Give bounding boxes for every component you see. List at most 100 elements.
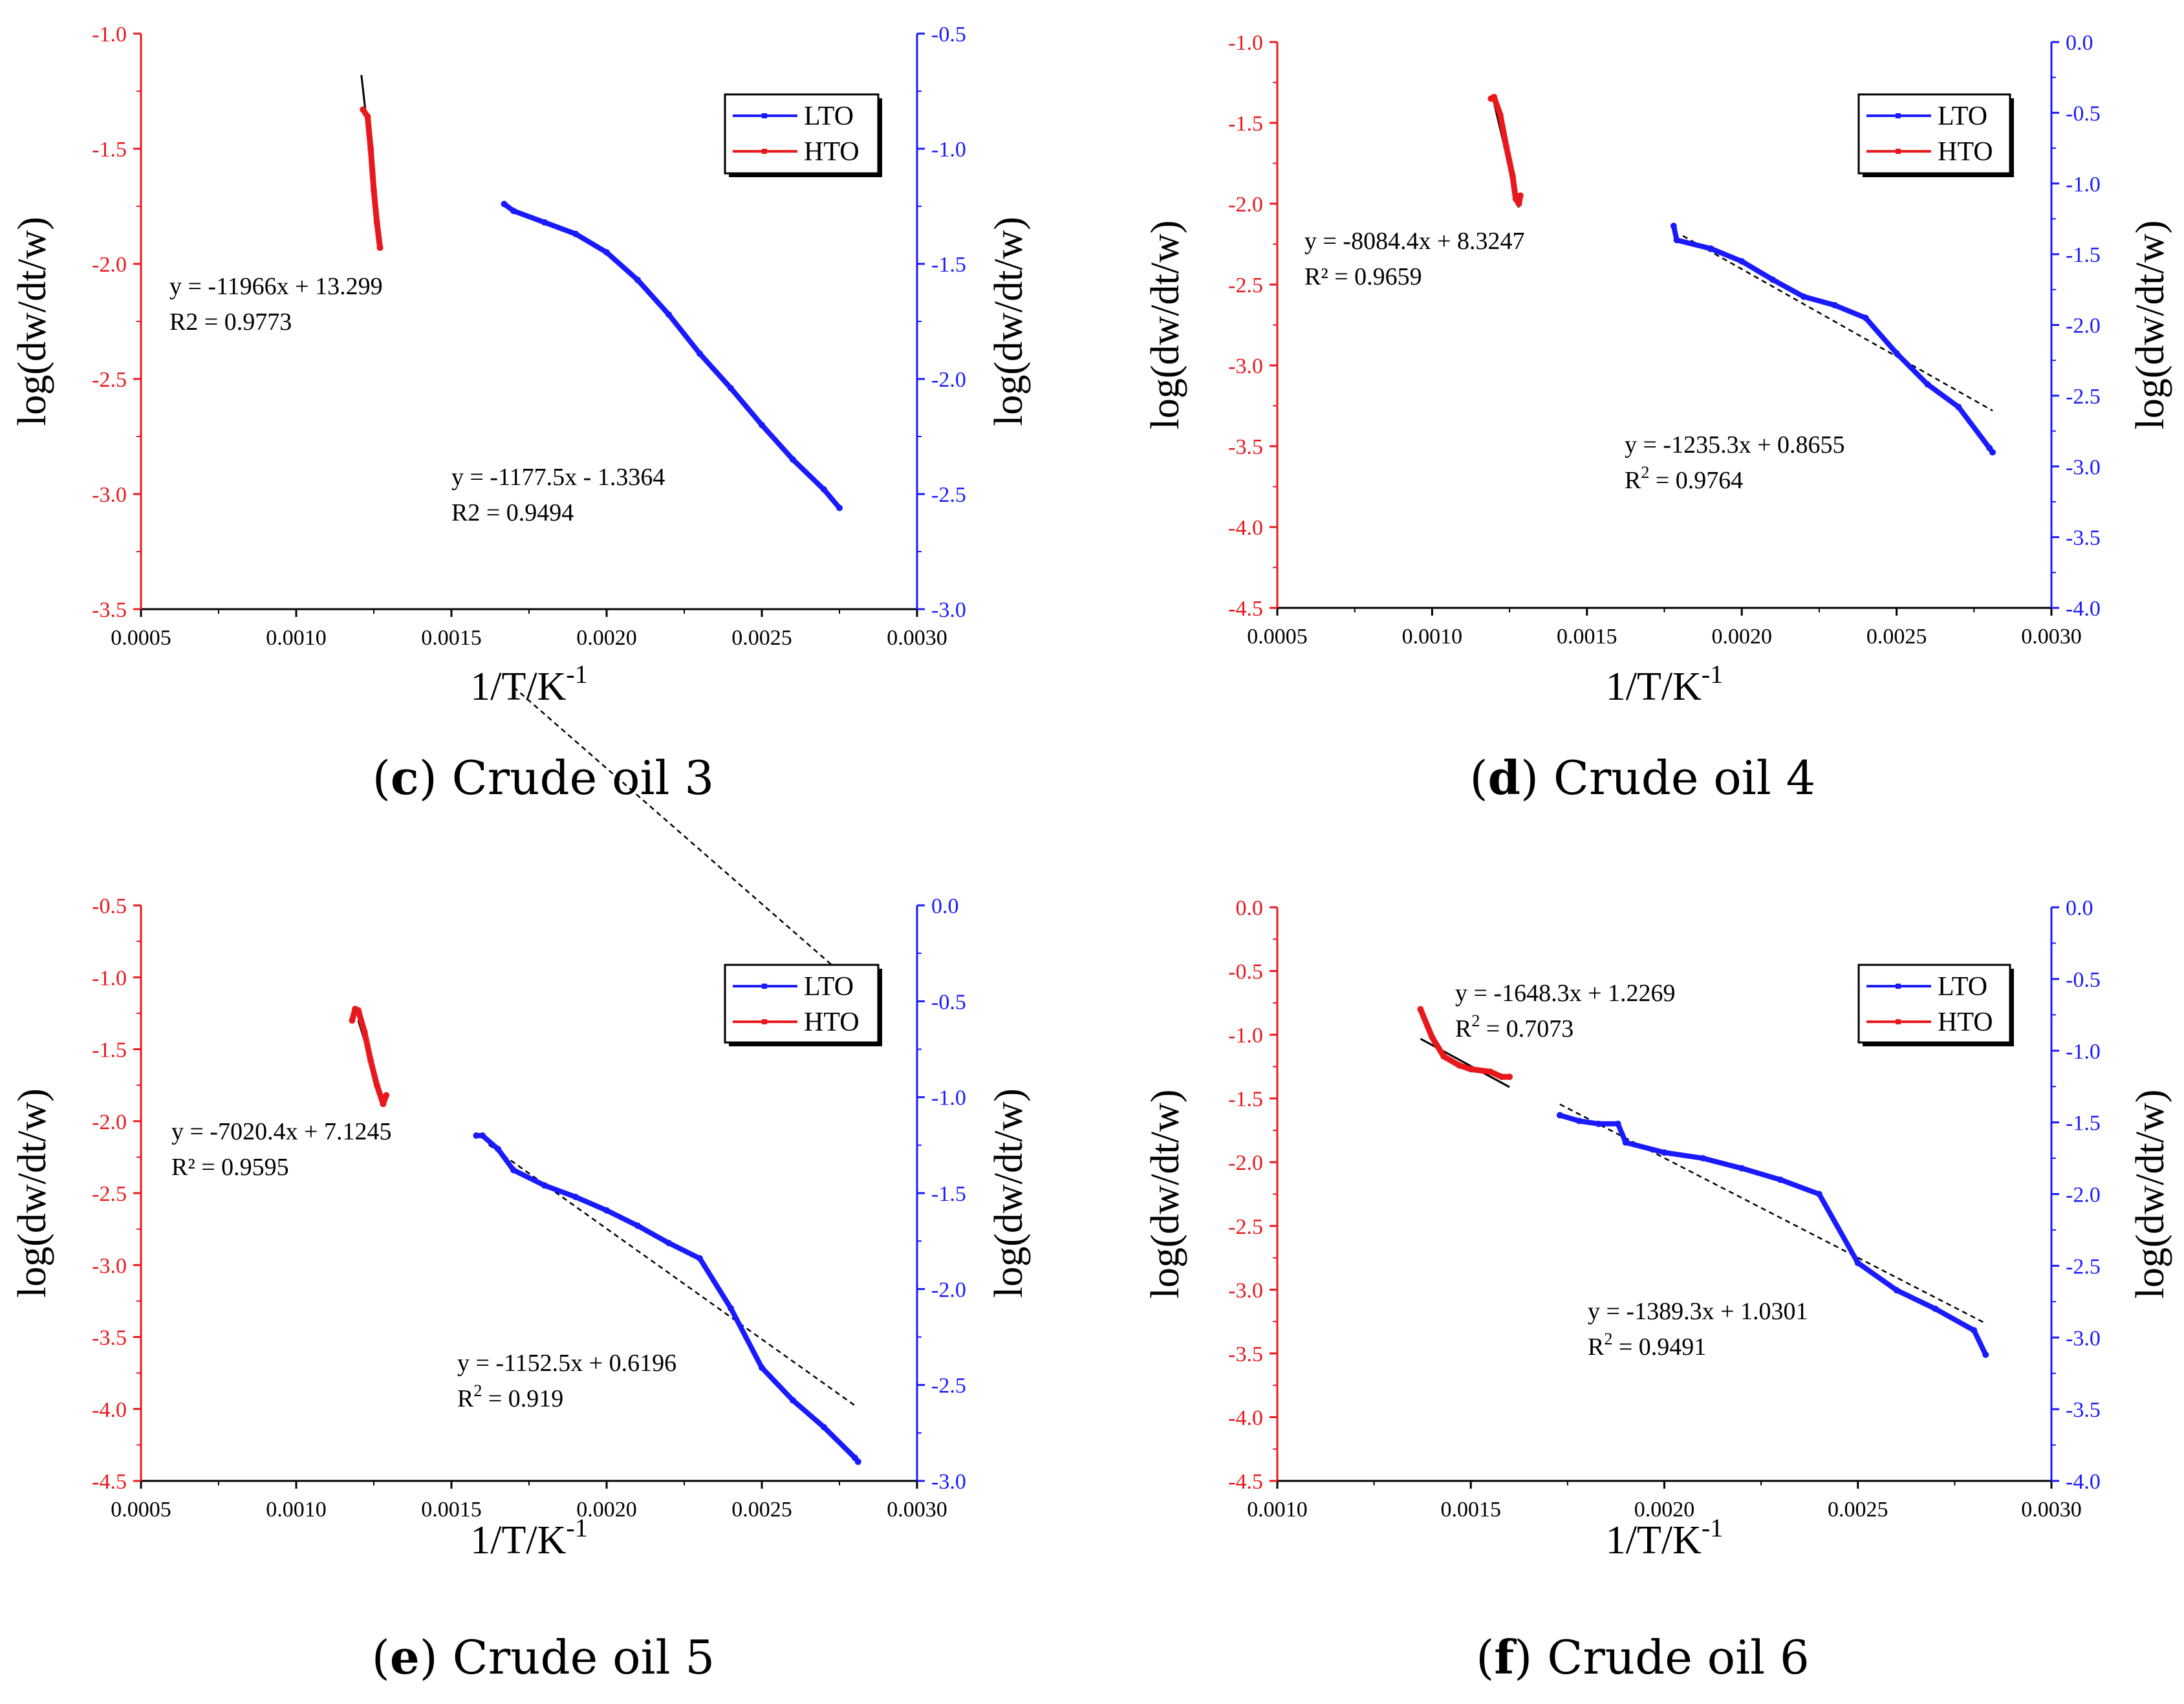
data-point-lto (1670, 222, 1677, 230)
data-point-lto (728, 385, 734, 392)
data-point-lto (1982, 1351, 1989, 1358)
series-lto (1670, 223, 1995, 455)
y-right-tick-label: -1.5 (931, 253, 966, 277)
y-right-tick-label: -2.5 (931, 1374, 966, 1398)
fit-line (513, 686, 853, 984)
data-point-hto (1509, 173, 1516, 180)
x-tick-label: 0.0030 (887, 626, 947, 650)
data-point-hto (1512, 195, 1519, 202)
fit-r2-value: = 0.9491 (1612, 1333, 1706, 1361)
y-left-tick-label: -0.5 (1228, 960, 1263, 984)
data-point-lto (1893, 1287, 1900, 1294)
data-point-hto (1503, 144, 1510, 151)
data-point-hto (364, 113, 371, 120)
data-point-lto (1614, 1120, 1621, 1127)
fit-r2-sup: 2 (473, 1381, 482, 1400)
data-point-lto (510, 1167, 517, 1174)
y-left-tick-label: -2.0 (92, 253, 127, 277)
x-tick-label: 0.0015 (421, 626, 482, 650)
x-tick-label: 0.0020 (576, 1498, 637, 1522)
fit-equation: y = -1152.5x + 0.6196 (457, 1350, 676, 1377)
fit-equation: y = -1235.3x + 0.8655 (1625, 431, 1845, 458)
y-right-tick-label: -2.0 (2066, 314, 2101, 338)
legend: LTO HTO (1857, 964, 2014, 1046)
data-point-hto (1417, 1006, 1424, 1013)
caption-c: (c) Crude oil 3 (372, 750, 715, 805)
y-left-tick-label: -4.5 (92, 1470, 127, 1494)
y-left-tick-label: -3.5 (1228, 435, 1263, 459)
y-right-tick-label: -4.0 (2066, 1470, 2101, 1494)
y-left-tick-label: -1.5 (92, 1039, 127, 1062)
data-point-hto (1467, 1066, 1475, 1073)
data-point-hto (383, 1092, 390, 1099)
fit-equation: y = -1648.3x + 1.2269 (1455, 980, 1676, 1007)
y-left-tick-label: -3.5 (92, 598, 127, 622)
fit-r2-label: R2 (169, 308, 198, 336)
y-axis-label-right: log(dw/dt/w) (987, 1088, 1031, 1298)
y-right-tick-label: -1.0 (931, 138, 966, 162)
y-left-tick-label: -4.0 (92, 1398, 127, 1422)
fit-r2-value: = 0.9494 (480, 499, 574, 526)
data-point-lto (603, 249, 610, 256)
x-axis-label: 1/T/K-1 (1606, 660, 1723, 709)
data-point-lto (1777, 1176, 1784, 1183)
y-left-tick-label: -2.5 (1228, 274, 1263, 297)
x-tick-label: 0.0015 (1557, 625, 1617, 649)
legend-marker-hto (762, 1019, 767, 1024)
fit-r2-sup: 2 (1604, 1330, 1612, 1348)
legend-box (724, 93, 880, 175)
y-axis-label-left: log(dw/dt/w) (10, 1088, 54, 1298)
y-left-tick-label: -1.5 (1228, 1088, 1263, 1112)
y-axis-label-right: log(dw/dt/w) (987, 217, 1031, 426)
y-right-tick-label: -4.0 (2066, 597, 2101, 621)
data-point-hto (360, 106, 367, 113)
data-point-lto (510, 208, 517, 215)
y-right-tick-label: -1.5 (2066, 1112, 2101, 1136)
fit-r2-sup: 2 (1641, 463, 1649, 482)
fit-r2-label: R (457, 1385, 474, 1412)
fit-r2-label: R² (1304, 263, 1328, 290)
data-point-lto (821, 1423, 827, 1430)
data-point-lto (1800, 293, 1807, 300)
x-tick-label: 0.0030 (2021, 625, 2082, 649)
y-left-tick-label: -0.5 (92, 894, 127, 918)
fit-r2: R2 = 0.9491 (1588, 1330, 1706, 1361)
data-point-lto (790, 1397, 796, 1404)
y-left-tick-label: -2.0 (1228, 1151, 1263, 1175)
x-tick-label: 0.0005 (111, 1498, 171, 1522)
y-right-tick-label: -3.5 (2066, 526, 2101, 550)
y-right-tick-label: -2.5 (931, 483, 966, 507)
y-right-tick-label: -1.0 (2066, 173, 2101, 197)
panel-c: 0.0005 0.0010 0.0015 0.0020 0.0025 0.0030 -3.5… (10, 23, 1031, 984)
y-right-tick-label: -3.0 (931, 598, 966, 622)
data-point-hto (1497, 111, 1504, 118)
fit-equation: y = -11966x + 13.299 (169, 273, 383, 300)
data-point-lto (572, 1193, 579, 1200)
y-left-tick-label: -1.5 (92, 138, 127, 162)
data-point-lto (1738, 258, 1746, 265)
x-axis-label-sup: -1 (1702, 660, 1723, 689)
data-point-lto (473, 1132, 480, 1139)
y-right-tick-label: -3.0 (931, 1470, 966, 1494)
y-left-tick-label: -2.5 (92, 1182, 127, 1206)
y-right-tick-label: 0.0 (2066, 896, 2093, 920)
fit-equation: y = -7020.4x + 7.1245 (171, 1118, 392, 1145)
data-point-hto (1491, 94, 1498, 100)
y-left-tick-label: -3.0 (1228, 354, 1263, 378)
data-point-lto (1769, 276, 1777, 283)
y-right-tick-label: -0.5 (931, 990, 966, 1014)
x-axis-label-sup: -1 (566, 1513, 587, 1542)
y-left-tick-label: -1.0 (1228, 1024, 1263, 1048)
x-axis-label: 1/T/K-1 (470, 1513, 587, 1562)
data-point-lto (759, 422, 765, 429)
y-left-tick-label: 0.0 (1236, 896, 1264, 920)
x-tick-label: 0.0015 (1441, 1498, 1502, 1522)
data-point-lto (541, 219, 548, 226)
data-point-hto (371, 187, 377, 194)
data-point-lto (1673, 237, 1680, 244)
series-lto (473, 1133, 861, 1465)
y-right-tick-label: -2.0 (931, 368, 966, 392)
legend-label-lto: LTO (804, 972, 854, 1002)
data-point-lto (1989, 449, 1996, 456)
legend-label-lto: LTO (804, 102, 854, 131)
